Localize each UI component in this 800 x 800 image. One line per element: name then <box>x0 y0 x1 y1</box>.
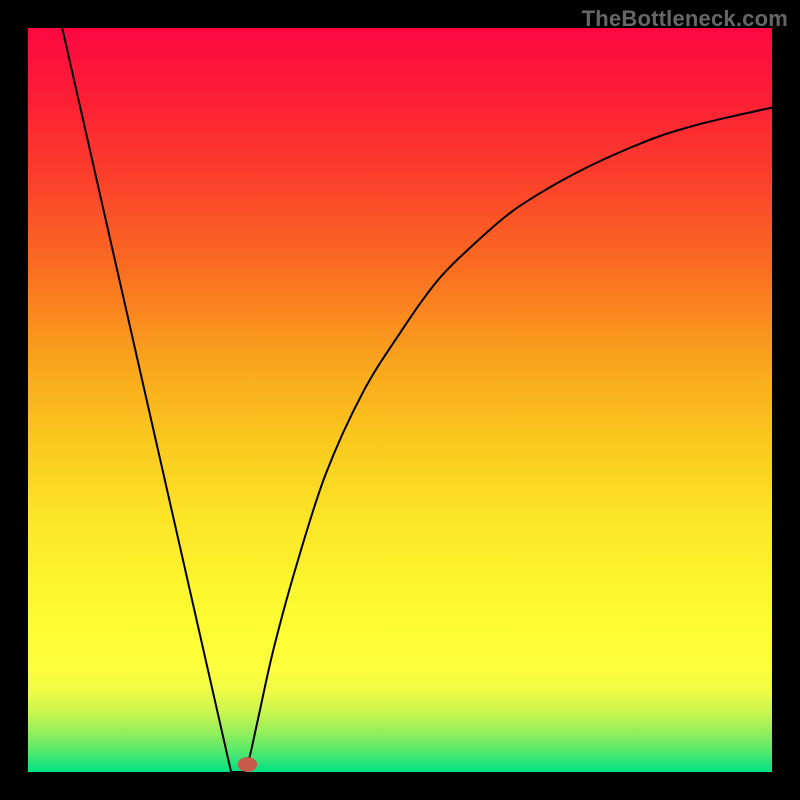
chart-frame: TheBottleneck.com <box>0 0 800 800</box>
plot-background <box>28 28 772 772</box>
chart-svg <box>0 0 800 800</box>
min-marker <box>238 757 257 772</box>
watermark-label: TheBottleneck.com <box>582 6 788 32</box>
